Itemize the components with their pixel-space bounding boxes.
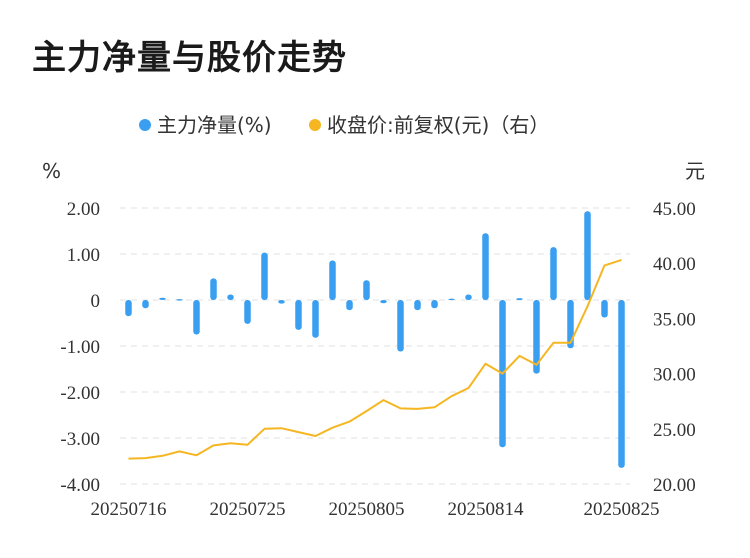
bar <box>193 300 200 335</box>
bar <box>142 300 149 309</box>
bar <box>261 252 268 300</box>
bar <box>465 294 472 300</box>
legend-bar-marker <box>139 119 151 131</box>
bar <box>533 300 540 374</box>
bar <box>227 294 234 300</box>
bar <box>584 211 591 300</box>
bar <box>312 300 319 338</box>
bar <box>159 297 166 300</box>
bar <box>380 300 387 304</box>
left-tick-label: -4.00 <box>60 475 100 496</box>
right-tick-label: 20.00 <box>653 475 696 496</box>
bar <box>329 260 336 300</box>
legend-line-marker <box>309 119 321 131</box>
left-tick-label: -1.00 <box>60 337 100 358</box>
right-tick-label: 40.00 <box>653 254 696 275</box>
bar <box>601 300 608 318</box>
left-tick-label: 2.00 <box>67 199 100 220</box>
x-axis-ticks: 20250716 20250725 20250805 20250814 20250825 <box>91 499 660 520</box>
bar <box>210 278 217 300</box>
bar <box>448 298 455 301</box>
legend-line-label: 收盘价:前复权(元)（右） <box>327 113 549 137</box>
left-tick-label: 1.00 <box>67 245 100 266</box>
bar <box>618 300 625 468</box>
bar <box>414 300 421 311</box>
bar <box>550 247 557 300</box>
bar <box>431 300 438 309</box>
bar <box>567 300 574 349</box>
right-tick-label: 30.00 <box>653 365 696 386</box>
legend-bar-label: 主力净量(%) <box>157 113 272 137</box>
bar <box>346 300 353 311</box>
x-tick-label: 20250725 <box>210 499 286 520</box>
x-tick-label: 20250716 <box>91 499 167 520</box>
grid-lines <box>120 207 630 485</box>
right-tick-label: 25.00 <box>653 420 696 441</box>
bar <box>278 300 285 304</box>
legend: 主力净量(%) 收盘价:前复权(元)（右） <box>139 113 549 137</box>
bar <box>176 299 183 301</box>
bar <box>295 300 302 330</box>
x-tick-label: 20250805 <box>329 499 405 520</box>
left-tick-label: 0 <box>91 291 101 312</box>
left-tick-label: -3.00 <box>60 429 100 450</box>
x-tick-label: 20250825 <box>584 499 660 520</box>
bar <box>244 300 251 324</box>
right-tick-label: 45.00 <box>653 199 696 220</box>
right-tick-label: 35.00 <box>653 309 696 330</box>
price-line <box>128 258 622 460</box>
x-tick-label: 20250814 <box>448 499 525 520</box>
left-axis-ticks: 2.00 1.00 0 -1.00 -2.00 -3.00 -4.00 <box>60 199 100 496</box>
line-series <box>128 258 622 460</box>
left-axis-unit: % <box>42 159 61 183</box>
bar <box>363 280 370 300</box>
right-axis-unit: 元 <box>685 159 705 183</box>
left-tick-label: -2.00 <box>60 383 100 404</box>
bar <box>482 233 489 300</box>
bar-series <box>125 211 625 468</box>
bar <box>397 300 404 352</box>
bar <box>125 300 132 317</box>
bar <box>516 298 523 300</box>
right-axis-ticks: 45.00 40.00 35.00 30.00 25.00 20.00 <box>653 199 696 496</box>
chart-title: 主力净量与股价走势 <box>32 38 347 78</box>
